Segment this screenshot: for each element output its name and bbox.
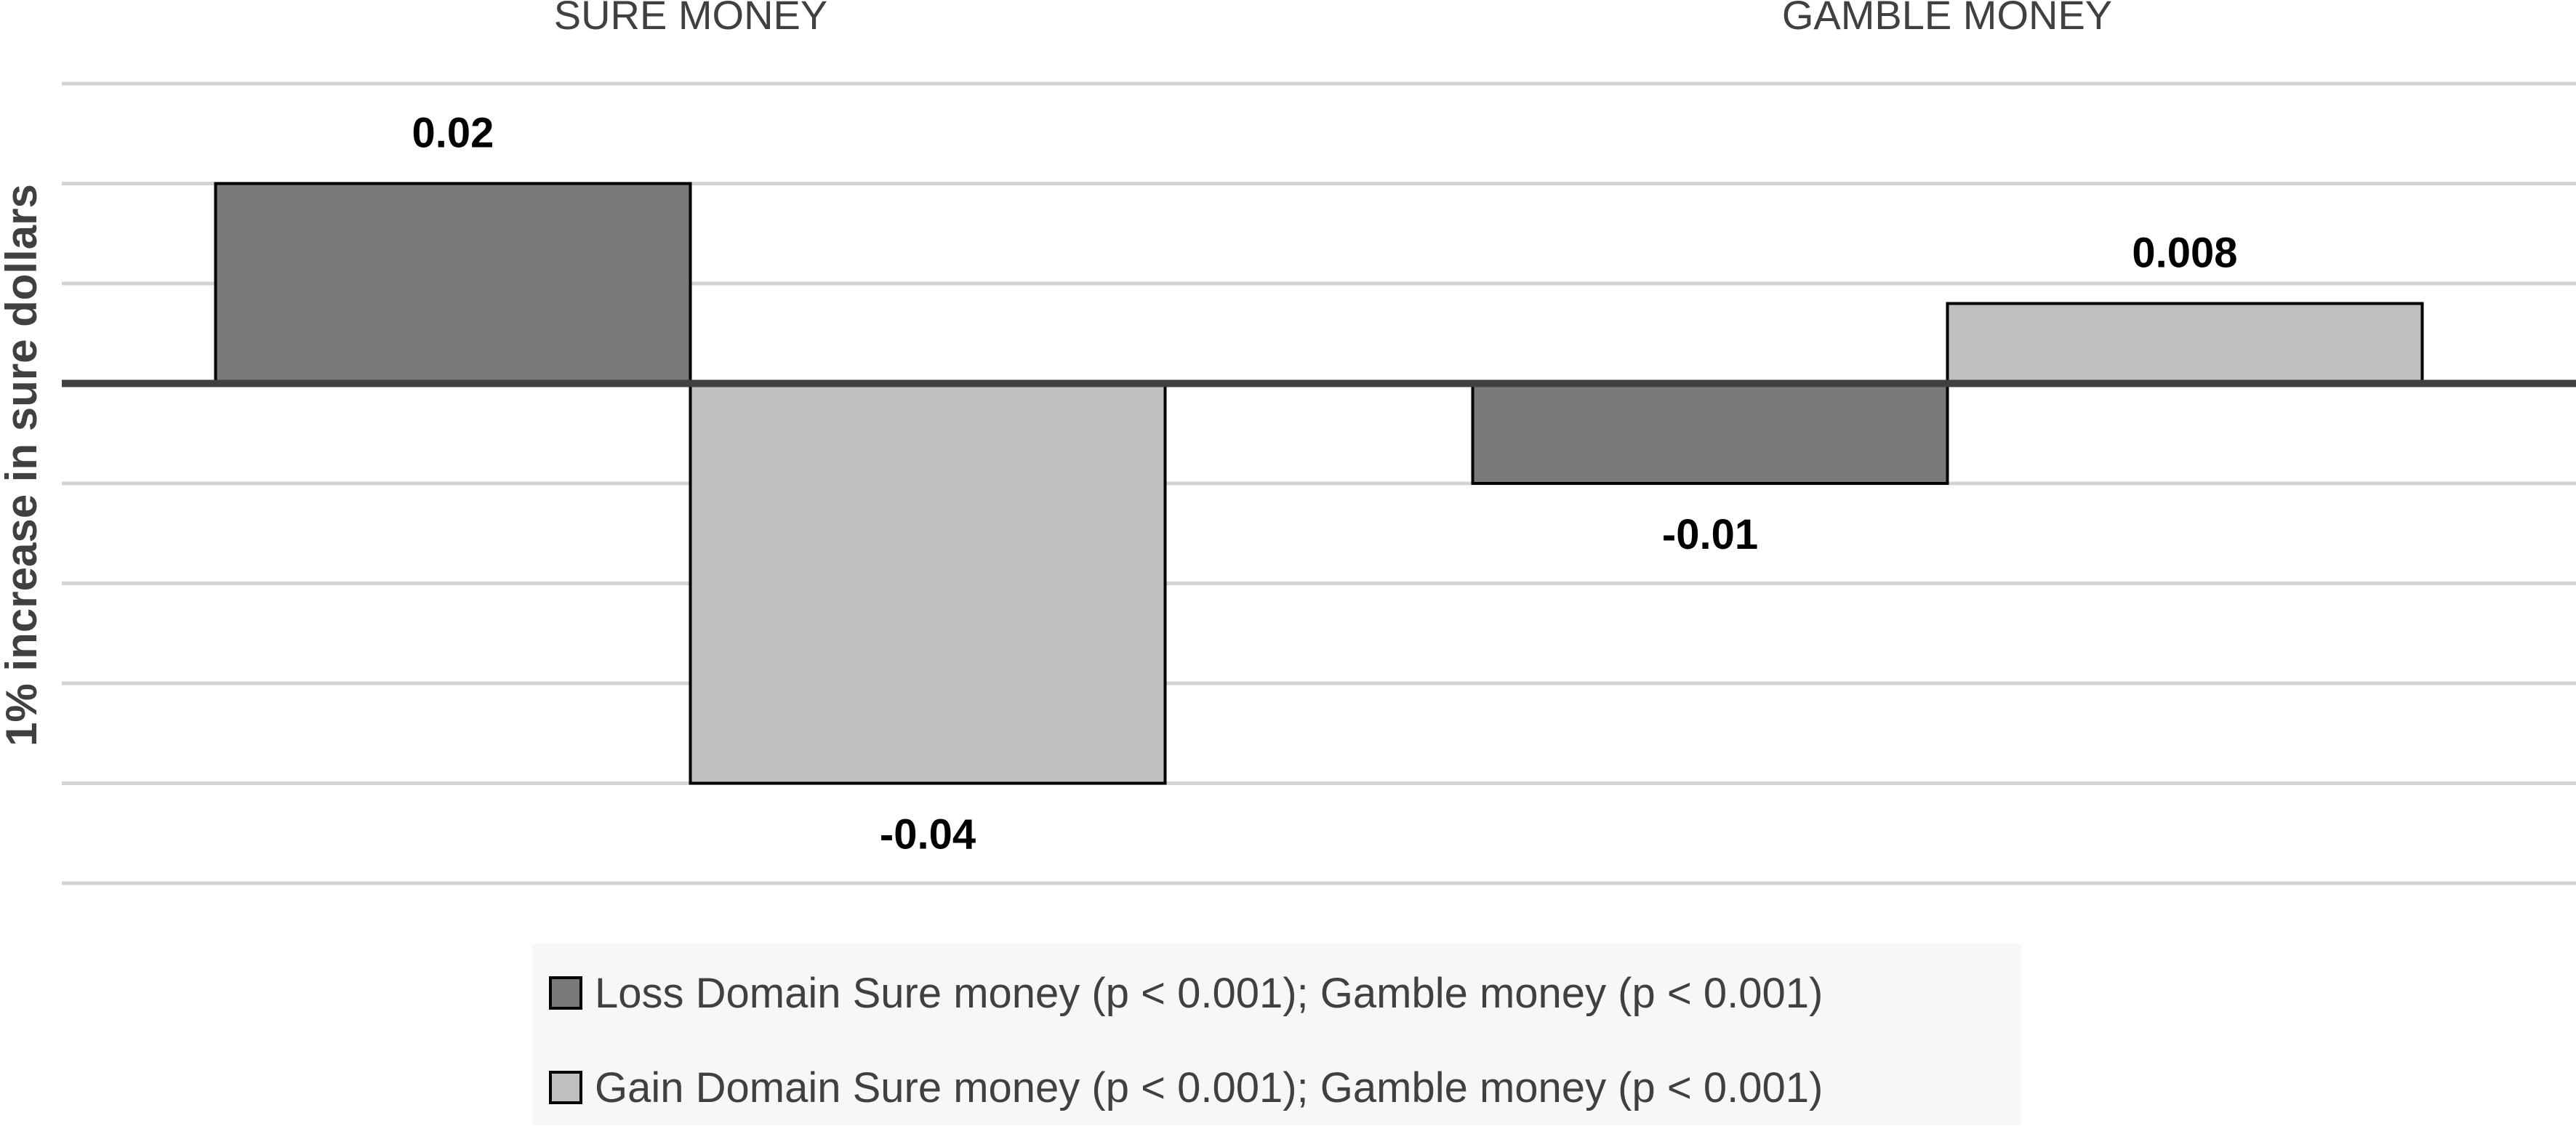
bars (214, 182, 2424, 785)
category-label-sure-money: SURE MONEY (554, 0, 828, 38)
bar (214, 182, 692, 385)
bar (1471, 382, 1949, 485)
legend-label-gain-domain: Gain Domain Sure money (p < 0.001); Gamb… (595, 1064, 1823, 1111)
data-labels: 0.02 -0.04 -0.01 0.008 (412, 110, 2238, 858)
y-axis-label: 1% increase in sure dollars (0, 184, 46, 747)
legend-label-loss-domain: Loss Domain Sure money (p < 0.001); Gamb… (595, 970, 1823, 1017)
data-label: -0.01 (1662, 511, 1758, 558)
data-label: 0.008 (2132, 230, 2237, 277)
data-label: -0.04 (880, 811, 976, 858)
legend-swatch-gain-domain (549, 1071, 582, 1104)
legend-swatch-loss-domain (549, 976, 582, 1010)
legend-background (532, 944, 2021, 1125)
bar (1946, 302, 2424, 385)
legend: Loss Domain Sure money (p < 0.001); Gamb… (532, 944, 2021, 1125)
data-label: 0.02 (412, 110, 494, 157)
category-label-gamble-money: GAMBLE MONEY (1782, 0, 2112, 38)
bar (689, 382, 1167, 785)
